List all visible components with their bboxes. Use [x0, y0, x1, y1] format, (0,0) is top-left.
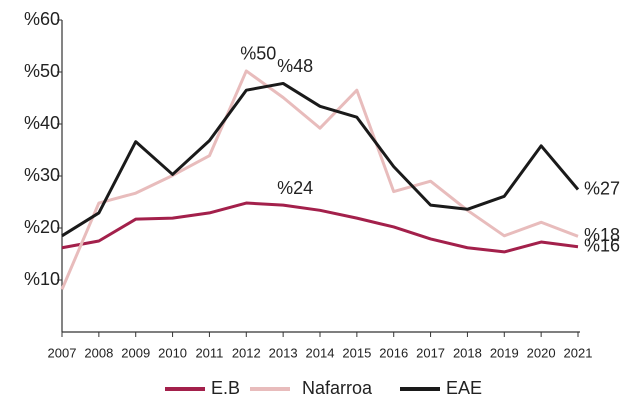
x-tick-label: 2009	[121, 345, 150, 360]
y-tick-label: %60	[24, 9, 60, 29]
x-tick-label: 2007	[48, 345, 77, 360]
x-tick-label: 2010	[158, 345, 187, 360]
value-label: %48	[277, 56, 313, 76]
value-label: %16	[584, 235, 620, 255]
y-tick-label: %30	[24, 165, 60, 185]
x-tick-label: 2020	[527, 345, 556, 360]
x-tick-label: 2008	[84, 345, 113, 360]
series-line	[61, 81, 580, 238]
legend-label: Nafarroa	[302, 378, 373, 398]
y-tick-label: %40	[24, 113, 60, 133]
x-tick-label: 2013	[269, 345, 298, 360]
series-line	[60, 69, 579, 290]
x-tick-label: 2016	[379, 345, 408, 360]
x-tick-label: 2019	[490, 345, 519, 360]
x-tick-label: 2018	[453, 345, 482, 360]
x-tick-label: 2021	[564, 345, 593, 360]
legend-label: E.B	[211, 378, 240, 398]
value-label: %24	[277, 178, 313, 198]
y-tick-label: %50	[24, 61, 60, 81]
x-tick-label: 2015	[342, 345, 371, 360]
series-line	[61, 201, 579, 254]
y-tick-label: %10	[24, 269, 60, 289]
x-tick-label: 2011	[195, 345, 223, 360]
y-tick-label: %20	[24, 217, 60, 237]
x-tick-label: 2017	[416, 345, 445, 360]
x-tick-label: 2014	[306, 345, 335, 360]
value-label: %27	[584, 178, 620, 198]
legend-label: EAE	[446, 378, 482, 398]
value-label: %18	[584, 225, 620, 245]
value-label: %50	[240, 44, 276, 64]
x-tick-label: 2012	[232, 345, 261, 360]
